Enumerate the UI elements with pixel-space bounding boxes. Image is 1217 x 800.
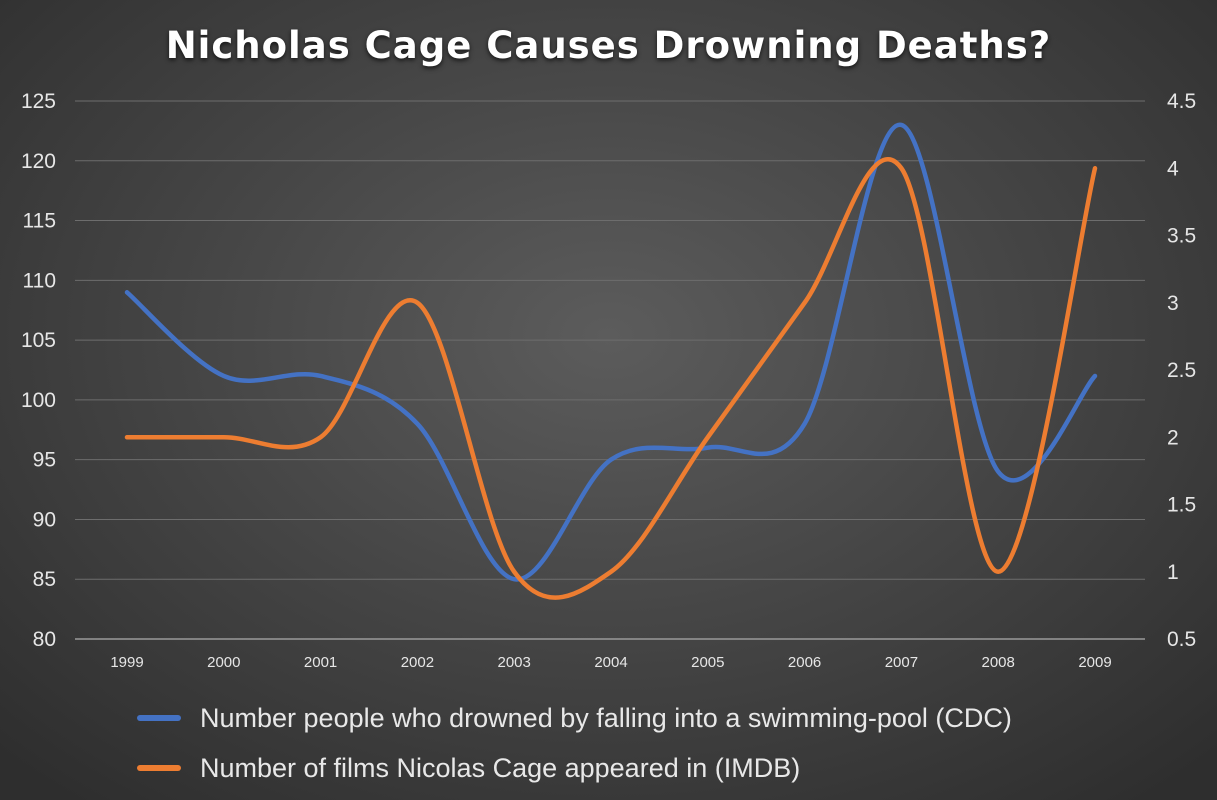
x-tick-label: 2003 [498, 654, 531, 671]
left-tick-label: 95 [33, 449, 56, 472]
left-tick-label: 80 [33, 628, 56, 651]
series-line-films [124, 157, 1098, 600]
x-tick-label: 1999 [110, 654, 143, 671]
right-axis: 0.5 1 1.5 2 2.5 3 3.5 4 4.5 [1167, 90, 1196, 651]
x-tick-label: 2005 [691, 654, 724, 671]
legend-label-drownings: Number people who drowned by falling int… [200, 702, 1012, 733]
left-tick-label: 120 [21, 150, 56, 173]
legend-item-drownings: Number people who drowned by falling int… [137, 693, 1012, 743]
chart-title: Nicholas Cage Causes Drowning Deaths? [165, 24, 1052, 67]
right-tick-label: 3 [1167, 292, 1179, 315]
x-tick-label: 2000 [207, 654, 240, 671]
legend-swatch-films [137, 765, 181, 771]
legend-swatch-drownings [137, 715, 181, 721]
right-tick-label: 0.5 [1167, 628, 1196, 651]
left-tick-label: 85 [33, 568, 56, 591]
x-tick-label: 2009 [1078, 654, 1111, 671]
left-tick-label: 105 [21, 329, 56, 352]
left-tick-label: 100 [21, 389, 56, 412]
series-layer [124, 122, 1098, 600]
x-tick-label: 2007 [885, 654, 918, 671]
left-tick-label: 90 [33, 508, 56, 531]
left-axis: 80 85 90 95 100 105 110 115 120 125 [21, 90, 56, 651]
legend: Number people who drowned by falling int… [137, 693, 1012, 793]
x-tick-label: 2001 [304, 654, 337, 671]
right-tick-label: 1 [1167, 561, 1179, 584]
left-tick-label: 110 [23, 269, 56, 292]
right-tick-label: 4.5 [1167, 90, 1196, 113]
right-tick-label: 2.5 [1167, 359, 1196, 382]
right-tick-label: 3.5 [1167, 225, 1196, 248]
legend-item-films: Number of films Nicolas Cage appeared in… [137, 743, 1012, 793]
left-tick-label: 125 [21, 90, 56, 113]
gridlines [75, 100, 1145, 640]
right-tick-label: 2 [1167, 426, 1179, 449]
x-tick-label: 2006 [788, 654, 821, 671]
x-tick-label: 2004 [594, 654, 627, 671]
right-tick-label: 1.5 [1167, 494, 1196, 517]
series-line-drownings [124, 122, 1098, 582]
left-tick-label: 115 [23, 210, 56, 233]
x-tick-label: 2008 [982, 654, 1015, 671]
legend-label-films: Number of films Nicolas Cage appeared in… [200, 752, 801, 783]
x-axis: 1999 2000 2001 2002 2003 2004 2005 2006 2007 2008… [110, 654, 1111, 671]
right-tick-label: 4 [1167, 157, 1179, 180]
x-tick-label: 2002 [401, 654, 434, 671]
